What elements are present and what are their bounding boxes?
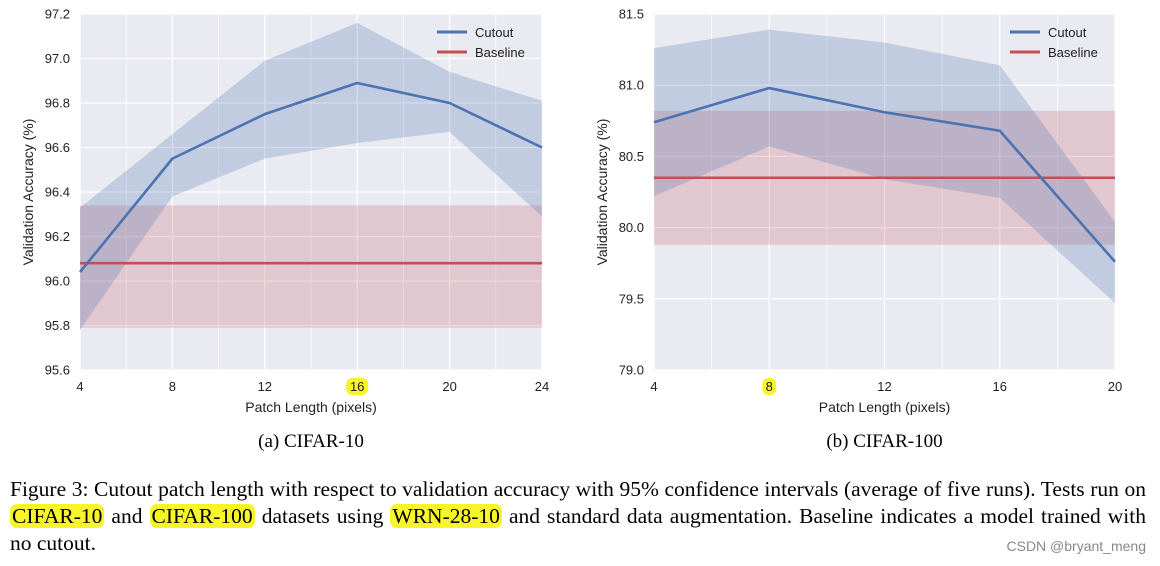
- x-tick-label: 24: [535, 379, 549, 394]
- legend-label-cutout: Cutout: [1048, 25, 1087, 40]
- x-tick-label: 20: [1108, 379, 1122, 394]
- y-tick-label: 96.0: [45, 274, 70, 289]
- y-tick-label: 96.8: [45, 96, 70, 111]
- caption-highlight-cifar10: CIFAR-10: [10, 504, 105, 528]
- x-tick-label: 8: [766, 379, 773, 394]
- legend-label-baseline: Baseline: [475, 45, 525, 60]
- y-axis-label: Validation Accuracy (%): [594, 119, 610, 266]
- x-tick-label: 4: [650, 379, 657, 394]
- y-tick-label: 97.2: [45, 7, 70, 22]
- x-tick-label: 20: [442, 379, 456, 394]
- y-tick-label: 96.2: [45, 229, 70, 244]
- caption-text-2: and: [104, 504, 150, 528]
- subplot-title: (b) CIFAR-100: [826, 431, 942, 452]
- x-tick-label: 16: [993, 379, 1007, 394]
- x-axis-label: Patch Length (pixels): [819, 399, 951, 415]
- confidence-band-baseline: [80, 205, 542, 328]
- y-tick-label: 81.5: [619, 7, 644, 22]
- caption-text-4: and standard data augmentation. Baseline…: [10, 504, 1146, 555]
- y-tick-label: 97.0: [45, 51, 70, 66]
- x-tick-label: 4: [76, 379, 83, 394]
- caption-highlight-wrn: WRN-28-10: [390, 504, 502, 528]
- y-tick-label: 96.4: [45, 185, 70, 200]
- x-axis-label: Patch Length (pixels): [245, 399, 377, 415]
- legend-label-baseline: Baseline: [1048, 45, 1098, 60]
- y-tick-label: 79.5: [619, 291, 644, 306]
- x-tick-label: 16: [350, 379, 364, 394]
- y-tick-label: 95.8: [45, 318, 70, 333]
- chart-cifar100: 79.0 79.5 80.0 80.5 81.0 81.5 4 8 12 16 20 Patch Le…: [594, 7, 1122, 453]
- series-line-cutout: [78, 81, 543, 273]
- legend-label-cutout: Cutout: [475, 25, 514, 40]
- watermark: CSDN @bryant_meng: [1006, 538, 1147, 554]
- subplot-title: (a) CIFAR-10: [258, 431, 364, 452]
- y-tick-label: 80.5: [619, 149, 644, 164]
- chart-cifar10: 95.6 95.8 96.0 96.2 96.4 96.6 96.8 97.0 97.2 4 8 12…: [20, 7, 549, 453]
- x-tick-label: 8: [169, 379, 176, 394]
- caption-text-1: Figure 3: Cutout patch length with respe…: [10, 477, 1146, 501]
- x-tick-label: 12: [258, 379, 272, 394]
- y-tick-label: 81.0: [619, 78, 644, 93]
- y-tick-label: 95.6: [45, 363, 70, 378]
- y-axis-label: Validation Accuracy (%): [20, 119, 36, 266]
- figure-charts: 95.6 95.8 96.0 96.2 96.4 96.6 96.8 97.0 97.2 4 8 12…: [20, 7, 1122, 453]
- y-tick-label: 96.6: [45, 140, 70, 155]
- confidence-band-cutout: [654, 29, 1115, 304]
- y-tick-label: 80.0: [619, 220, 644, 235]
- figure-caption: Figure 3: Cutout patch length with respe…: [10, 476, 1146, 557]
- caption-text-3: datasets using: [254, 504, 391, 528]
- y-tick-label: 79.0: [619, 363, 644, 378]
- confidence-band-cutout: [80, 22, 542, 330]
- x-tick-label: 12: [877, 379, 891, 394]
- caption-highlight-cifar100: CIFAR-100: [149, 504, 255, 528]
- x-tick-highlight: [762, 378, 777, 395]
- x-tick-highlight: [346, 378, 369, 395]
